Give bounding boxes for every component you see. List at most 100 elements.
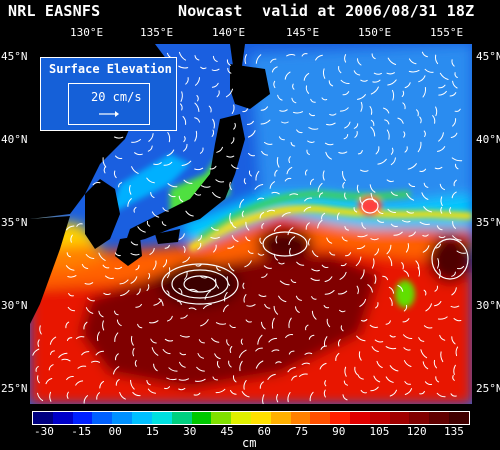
current-vector [193, 392, 201, 396]
current-vector [243, 380, 247, 390]
current-vector [357, 58, 362, 66]
current-vector [32, 348, 40, 356]
current-vector [216, 90, 220, 98]
current-vector [340, 79, 350, 85]
current-vector [425, 303, 432, 312]
current-vector [424, 68, 434, 73]
current-vector [304, 352, 313, 355]
current-vector [216, 360, 220, 369]
current-vector [178, 287, 183, 295]
current-vector [440, 206, 443, 214]
current-vector [371, 53, 376, 60]
current-vector [369, 106, 373, 115]
eddy-contour [171, 269, 229, 299]
land-sakhalin [230, 44, 245, 66]
current-vector [369, 324, 379, 328]
colorbar-cell [151, 412, 172, 424]
current-vector [342, 394, 348, 401]
current-vector [357, 234, 368, 238]
current-vector [417, 141, 422, 153]
colorbar-tick-label: 45 [220, 425, 234, 438]
current-vector [387, 57, 397, 65]
deep-eddy [257, 228, 313, 260]
current-vector [86, 297, 95, 302]
current-vector [226, 59, 231, 66]
current-vector [342, 91, 350, 96]
current-vector [402, 318, 410, 323]
current-vector [98, 252, 106, 261]
current-vector [183, 245, 186, 253]
lat-tick-label: 45°N [476, 50, 500, 63]
current-vector [370, 192, 376, 203]
current-vector [151, 347, 159, 356]
current-vector [216, 266, 221, 272]
current-vector [168, 193, 176, 198]
current-vector [421, 51, 428, 58]
current-vector [261, 273, 268, 278]
current-vector [287, 227, 294, 236]
current-vector [146, 177, 155, 184]
current-vector [66, 337, 73, 341]
current-vector [338, 151, 348, 154]
current-vector [403, 347, 411, 351]
current-vector [180, 91, 183, 102]
current-vector [287, 392, 291, 403]
current-vector [225, 88, 233, 98]
current-vector [356, 335, 366, 342]
current-vector [167, 183, 178, 188]
current-vector [323, 336, 328, 347]
colorbar-cell [290, 412, 311, 424]
current-vector [403, 131, 406, 138]
current-vector [324, 380, 327, 387]
current-vector [147, 272, 151, 280]
current-vector [344, 192, 347, 200]
current-vector [49, 391, 52, 402]
colorbar-tick-label: 120 [406, 425, 427, 438]
current-vector [434, 301, 442, 307]
current-vector [422, 361, 429, 370]
current-vector [231, 104, 235, 114]
current-vector [259, 212, 265, 219]
current-vector [403, 304, 408, 312]
current-vector [344, 54, 347, 63]
colorbar-cell [231, 412, 251, 424]
current-vector [419, 391, 425, 395]
current-vector [326, 122, 336, 126]
current-vector [375, 146, 380, 155]
current-vector [390, 157, 396, 166]
current-vector [392, 89, 395, 101]
current-vector [311, 250, 319, 258]
current-vector [255, 360, 264, 369]
current-vector [277, 94, 283, 101]
current-vector [375, 302, 379, 309]
current-vector [196, 366, 205, 372]
current-vector [423, 206, 432, 213]
current-vector [212, 55, 218, 62]
current-vector [437, 258, 440, 269]
current-vector [185, 77, 189, 85]
land-china-coast [30, 216, 70, 324]
current-vector [230, 137, 235, 144]
current-vector [245, 319, 252, 323]
current-vector [367, 284, 373, 293]
current-vector [389, 365, 399, 372]
current-vector [149, 248, 155, 255]
current-vector [255, 170, 260, 181]
current-vector [433, 359, 437, 369]
current-vector [304, 169, 308, 176]
current-vector [324, 142, 334, 146]
current-vector [200, 319, 209, 327]
current-vector [317, 182, 323, 193]
colorbar-cell [112, 412, 133, 424]
lon-tick-label: 145°E [286, 26, 320, 39]
current-vector [353, 123, 359, 129]
current-vector [397, 285, 404, 292]
current-vector [321, 97, 328, 101]
current-vector [288, 156, 291, 163]
current-vector [419, 221, 430, 226]
current-vector [309, 391, 314, 402]
current-vector [370, 238, 379, 241]
current-vector [212, 376, 218, 381]
current-vector [146, 220, 151, 227]
current-vector [114, 332, 119, 342]
